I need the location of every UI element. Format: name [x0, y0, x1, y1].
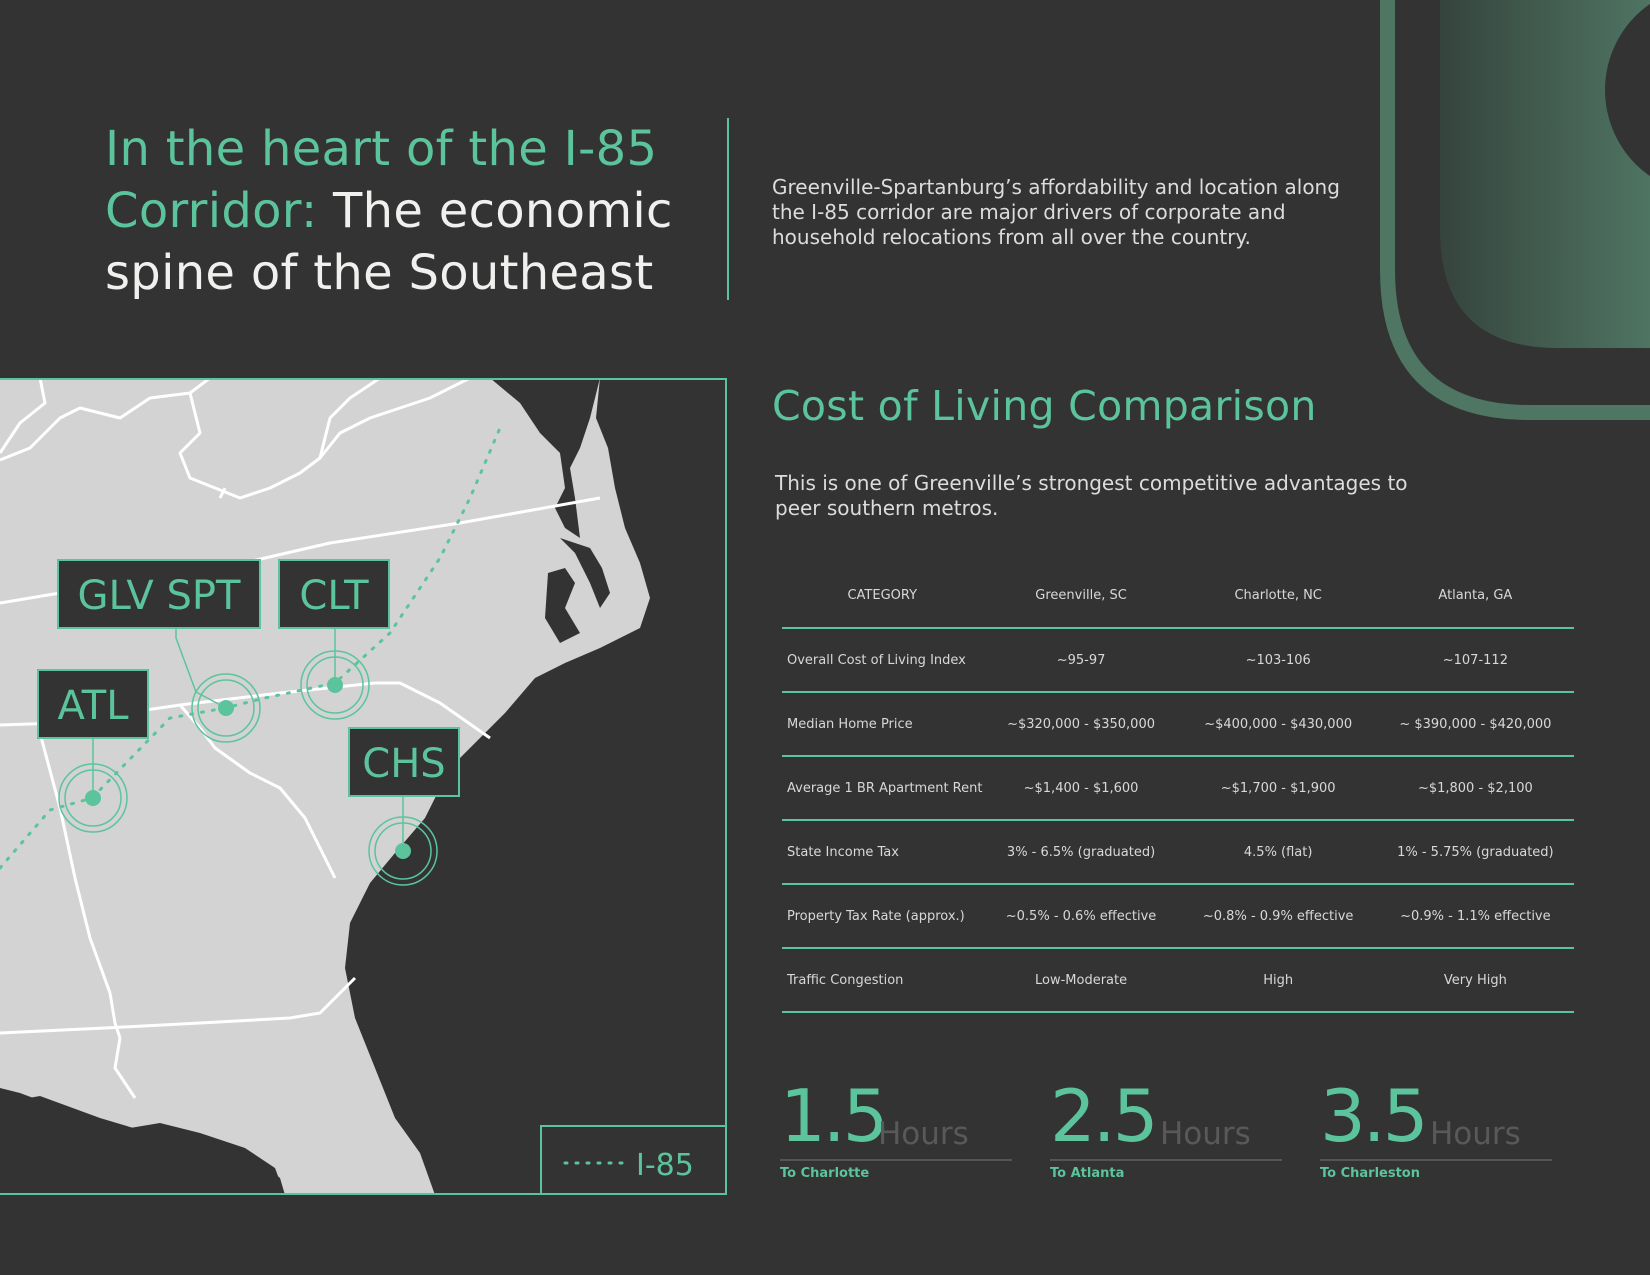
stat-destination: To Charleston [1320, 1166, 1420, 1181]
cell-greenville: ~$320,000 - $350,000 [982, 692, 1180, 757]
section-subtitle: This is one of Greenville’s strongest co… [775, 471, 1408, 520]
cell-atlanta: ~0.9% - 1.1% effective [1376, 884, 1574, 949]
headline-line2-rest: The economic [333, 183, 673, 239]
row-category: Traffic Congestion [782, 948, 983, 1013]
stat-destination: To Atlanta [1050, 1166, 1125, 1181]
decorative-corner-shape [1380, 0, 1650, 420]
marker-chs [368, 796, 438, 886]
cell-charlotte: ~0.8% - 0.9% effective [1179, 884, 1377, 949]
map-label-chs: CHS [362, 741, 445, 787]
header-divider [727, 118, 729, 300]
travel-time-stats: 1.5 Hours To Charlotte 2.5 Hours To Atla… [780, 1074, 1580, 1190]
i85-route-line [0, 426, 502, 870]
table-row: Median Home Price ~$320,000 - $350,000 ~… [782, 692, 1574, 757]
stat-atlanta: 2.5 Hours To Atlanta [1050, 1074, 1282, 1181]
stat-value: 3.5 [1320, 1074, 1429, 1158]
stat-charlotte: 1.5 Hours To Charlotte [780, 1074, 1012, 1181]
i85-corridor-map: GLV SPT CLT ATL CHS I-85 [0, 378, 727, 1195]
stat-unit: Hours [1430, 1116, 1521, 1152]
table-row: State Income Tax 3% - 6.5% (graduated) 4… [782, 820, 1574, 885]
headline-accent-line1: In the heart of the I-85 [105, 121, 658, 177]
map-label-clt: CLT [299, 573, 369, 619]
map-label-glv-spt: GLV SPT [78, 573, 241, 619]
intro-text: Greenville-Spartanburg’s affordability a… [772, 175, 1340, 249]
map-legend-box [540, 1125, 727, 1195]
stat-unit: Hours [1160, 1116, 1251, 1152]
column-header: Atlanta, GA [1376, 563, 1574, 629]
cell-greenville: ~95-97 [982, 628, 1180, 693]
row-category: State Income Tax [782, 820, 983, 885]
marker-glv-spt [175, 629, 261, 743]
map-label-atl: ATL [58, 683, 130, 729]
headline-line3: spine of the Southeast [105, 245, 654, 301]
table-row: Traffic Congestion Low-Moderate High Ver… [782, 948, 1574, 1013]
section-title: Cost of Living Comparison [772, 382, 1317, 430]
cost-of-living-table: CATEGORY Greenville, SC Charlotte, NC At… [782, 563, 1574, 1013]
cell-atlanta: ~$1,800 - $2,100 [1376, 756, 1574, 821]
table-row: Average 1 BR Apartment Rent ~$1,400 - $1… [782, 756, 1574, 821]
column-header: CATEGORY [782, 563, 983, 629]
cell-atlanta: ~107-112 [1376, 628, 1574, 693]
cell-charlotte: 4.5% (flat) [1179, 820, 1377, 885]
land-mass [0, 378, 650, 1195]
headline-accent-line2: Corridor: [105, 183, 318, 239]
row-category: Property Tax Rate (approx.) [782, 884, 983, 949]
stat-value: 2.5 [1050, 1074, 1159, 1158]
cell-greenville: Low-Moderate [982, 948, 1180, 1013]
cell-greenville: ~0.5% - 0.6% effective [982, 884, 1180, 949]
stat-divider [1050, 1159, 1282, 1161]
stat-charleston: 3.5 Hours To Charleston [1320, 1074, 1552, 1181]
stat-destination: To Charlotte [780, 1166, 870, 1181]
cell-charlotte: ~$1,700 - $1,900 [1179, 756, 1377, 821]
table-row: Property Tax Rate (approx.) ~0.5% - 0.6%… [782, 884, 1574, 949]
cell-atlanta: Very High [1376, 948, 1574, 1013]
cell-charlotte: ~103-106 [1179, 628, 1377, 693]
stat-divider [1320, 1159, 1552, 1161]
cell-atlanta: ~ $390,000 - $420,000 [1376, 692, 1574, 757]
table-row: Overall Cost of Living Index ~95-97 ~103… [782, 628, 1574, 693]
cell-charlotte: High [1179, 948, 1377, 1013]
cell-greenville: 3% - 6.5% (graduated) [982, 820, 1180, 885]
cell-greenville: ~$1,400 - $1,600 [982, 756, 1180, 821]
cell-charlotte: ~$400,000 - $430,000 [1179, 692, 1377, 757]
table-header-row: CATEGORY Greenville, SC Charlotte, NC At… [782, 563, 1574, 629]
row-category: Average 1 BR Apartment Rent [782, 756, 983, 821]
row-category: Overall Cost of Living Index [782, 628, 983, 693]
column-header: Greenville, SC [982, 563, 1180, 629]
marker-clt [300, 629, 370, 720]
stat-unit: Hours [878, 1116, 969, 1152]
marker-atl [58, 738, 128, 833]
stat-value: 1.5 [780, 1074, 889, 1158]
page-headline: In the heart of the I-85 Corridor: The e… [105, 118, 725, 304]
column-header: Charlotte, NC [1179, 563, 1377, 629]
cell-atlanta: 1% - 5.75% (graduated) [1376, 820, 1574, 885]
map-legend-label: I-85 [636, 1148, 694, 1183]
row-category: Median Home Price [782, 692, 983, 757]
stat-divider [780, 1159, 1012, 1161]
